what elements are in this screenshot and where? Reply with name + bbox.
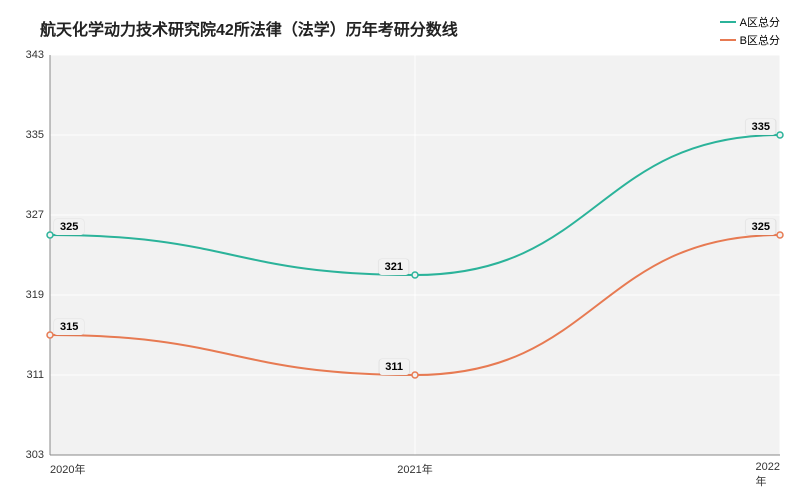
legend: A区总分 B区总分 <box>720 14 780 50</box>
y-tick-label: 335 <box>26 129 50 141</box>
legend-item-a: A区总分 <box>720 14 780 30</box>
y-tick-label: 343 <box>26 49 50 61</box>
y-tick-label: 319 <box>26 289 50 301</box>
y-tick-label: 311 <box>26 369 50 381</box>
x-tick-label: 2020年 <box>50 455 85 477</box>
data-point-label: 325 <box>54 219 84 235</box>
data-point-label: 335 <box>746 119 776 135</box>
x-tick-label: 2022年 <box>756 455 780 489</box>
legend-label-b: B区总分 <box>740 32 780 48</box>
y-tick-label: 303 <box>26 449 50 461</box>
chart-container: 航天化学动力技术研究院42所法律（法学）历年考研分数线 A区总分 B区总分 30… <box>0 0 800 500</box>
legend-item-b: B区总分 <box>720 32 780 48</box>
y-tick-label: 327 <box>26 209 50 221</box>
x-tick-label: 2021年 <box>397 455 432 477</box>
data-point-label: 325 <box>746 219 776 235</box>
plot-area: 3033113193273353432020年2021年2022年3253213… <box>50 55 780 455</box>
chart-svg <box>50 55 780 455</box>
data-point-label: 321 <box>379 259 409 275</box>
legend-swatch-a <box>720 21 736 23</box>
chart-title: 航天化学动力技术研究院42所法律（法学）历年考研分数线 <box>40 16 458 40</box>
legend-label-a: A区总分 <box>740 14 780 30</box>
legend-swatch-b <box>720 39 736 41</box>
data-point-label: 315 <box>54 319 84 335</box>
data-point-label: 311 <box>379 359 409 375</box>
